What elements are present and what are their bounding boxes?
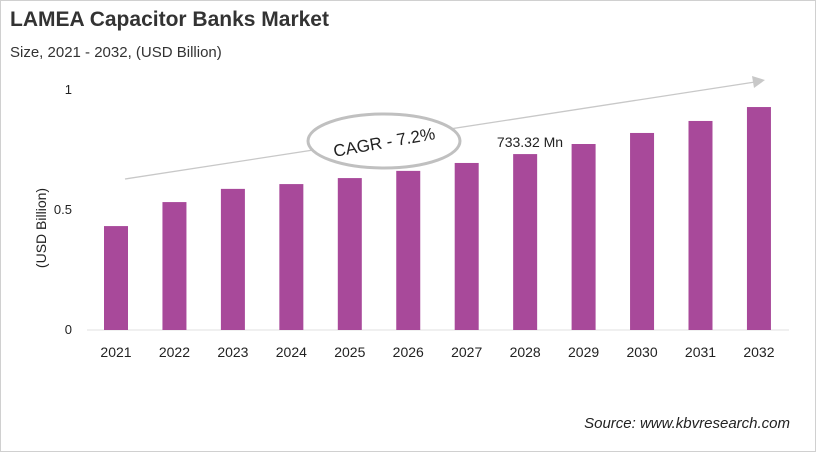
bar-2031 <box>688 120 713 331</box>
x-tick-label: 2023 <box>217 344 248 360</box>
data-label: 733.32 Mn <box>497 134 563 150</box>
y-axis-label: (USD Billion) <box>33 188 49 268</box>
bar-2021 <box>104 226 128 330</box>
x-tick-label: 2031 <box>685 344 716 360</box>
bar-2032 <box>746 107 771 330</box>
y-tick-label: 1 <box>65 82 72 97</box>
x-tick-label: 2030 <box>626 344 657 360</box>
x-tick-label: 2029 <box>568 344 599 360</box>
x-tick-label: 2022 <box>159 344 190 360</box>
bar-2028 <box>513 154 538 330</box>
y-tick-label: 0.5 <box>54 202 72 217</box>
x-tick-label: 2026 <box>393 344 424 360</box>
bar-2029 <box>571 144 596 330</box>
x-tick-label: 2021 <box>100 344 131 360</box>
y-tick-label: 0 <box>65 322 72 337</box>
x-tick-label: 2024 <box>276 344 307 360</box>
source-text: Source: www.kbvresearch.com <box>584 415 790 432</box>
bar-2023 <box>220 188 245 330</box>
bar-2027 <box>454 162 479 330</box>
cagr-ellipse <box>306 112 462 170</box>
bar-2022 <box>162 202 187 330</box>
bar-2025 <box>337 178 362 330</box>
bar-2026 <box>396 170 421 330</box>
bar-2030 <box>630 132 655 330</box>
x-tick-label: 2025 <box>334 344 365 360</box>
x-tick-label: 2028 <box>510 344 541 360</box>
x-tick-label: 2032 <box>743 344 774 360</box>
chart-title: LAMEA Capacitor Banks Market <box>10 8 329 31</box>
x-tick-label: 2027 <box>451 344 482 360</box>
trend-arrow-head <box>752 76 765 88</box>
bar-2024 <box>279 184 304 330</box>
chart-subtitle: Size, 2021 - 2032, (USD Billion) <box>10 44 222 61</box>
